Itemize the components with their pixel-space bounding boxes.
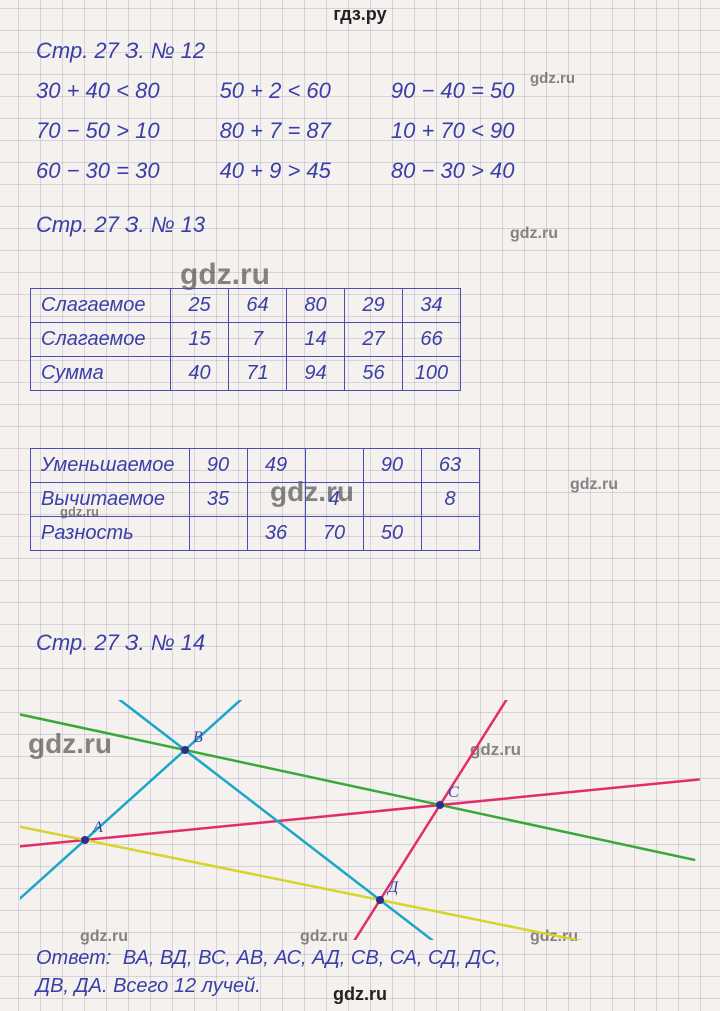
table-cell: 71 bbox=[229, 357, 287, 391]
rays-diagram: А В С Д bbox=[20, 700, 700, 940]
answer-prefix: Ответ: bbox=[36, 947, 111, 969]
addition-table: Слагаемое2564802934 Слагаемое157142766 Сум… bbox=[30, 288, 461, 391]
diagram-point-label: А bbox=[92, 819, 103, 836]
table-cell: 70 bbox=[305, 517, 363, 551]
eq-col-2: 50 + 2 < 60 80 + 7 = 87 40 + 9 > 45 bbox=[220, 78, 331, 184]
diagram-point-label: В bbox=[193, 729, 203, 746]
watermark: gdz.ru bbox=[530, 70, 575, 87]
table-cell: 7 bbox=[229, 323, 287, 357]
table-cell: 4 bbox=[305, 483, 363, 517]
table-cell: 34 bbox=[403, 289, 461, 323]
watermark: gdz.ru bbox=[570, 476, 618, 494]
table-cell: 50 bbox=[363, 517, 421, 551]
table-cell: 40 bbox=[171, 357, 229, 391]
table-cell: 90 bbox=[189, 449, 247, 483]
answer-line1: ВА, ВД, ВС, АВ, АС, АД, СВ, СА, СД, ДС, bbox=[123, 947, 501, 969]
diagram-point bbox=[181, 746, 189, 754]
eq-col-1: 30 + 40 < 80 70 − 50 > 10 60 − 30 = 30 bbox=[36, 78, 160, 184]
table-cell: 27 bbox=[345, 323, 403, 357]
eq: 50 + 2 < 60 bbox=[220, 78, 331, 104]
table-cell: 90 bbox=[363, 449, 421, 483]
table-row-label: Уменьшаемое bbox=[31, 449, 190, 483]
table-cell: 8 bbox=[421, 483, 479, 517]
exercise-heading-12: Стр. 27 З. № 12 bbox=[36, 38, 205, 64]
table-cell: 14 bbox=[287, 323, 345, 357]
table-row-label: Вычитаемое bbox=[31, 483, 190, 517]
diagram-point-label: С bbox=[448, 784, 459, 801]
table-cell: 80 bbox=[287, 289, 345, 323]
exercise-heading-13: Стр. 27 З. № 13 bbox=[36, 212, 205, 238]
table-cell: 63 bbox=[421, 449, 479, 483]
diagram-point bbox=[436, 801, 444, 809]
eq: 30 + 40 < 80 bbox=[36, 78, 160, 104]
eq-col-3: 90 − 40 = 50 10 + 70 < 90 80 − 30 > 40 bbox=[391, 78, 515, 184]
table-cell: 36 bbox=[247, 517, 305, 551]
table-cell: 66 bbox=[403, 323, 461, 357]
eq: 70 − 50 > 10 bbox=[36, 118, 160, 144]
table-cell: 15 bbox=[171, 323, 229, 357]
diagram-point bbox=[81, 836, 89, 844]
table-row-label: Слагаемое bbox=[31, 323, 171, 357]
table-cell bbox=[305, 449, 363, 483]
table-cell: 56 bbox=[345, 357, 403, 391]
subtraction-table: Уменьшаемое90499063Вычитаемое3548Разност… bbox=[30, 448, 480, 551]
table-row-label: Сумма bbox=[31, 357, 171, 391]
table-cell: 94 bbox=[287, 357, 345, 391]
table-cell: 29 bbox=[345, 289, 403, 323]
watermark: gdz.ru bbox=[180, 258, 270, 292]
eq: 60 − 30 = 30 bbox=[36, 158, 160, 184]
page-header: гдз.ру bbox=[0, 4, 720, 25]
watermark: gdz.ru bbox=[510, 225, 558, 243]
table-cell: 100 bbox=[403, 357, 461, 391]
eq: 90 − 40 = 50 bbox=[391, 78, 515, 104]
diagram-point bbox=[376, 896, 384, 904]
diagram-line bbox=[20, 788, 635, 940]
table-cell: 49 bbox=[247, 449, 305, 483]
eq: 80 − 30 > 40 bbox=[391, 158, 515, 184]
exercise-heading-14: Стр. 27 З. № 14 bbox=[36, 630, 205, 656]
table-cell bbox=[189, 517, 247, 551]
table-row-label: Слагаемое bbox=[31, 289, 171, 323]
answer-text: Ответ: ВА, ВД, ВС, АВ, АС, АД, СВ, СА, С… bbox=[36, 944, 696, 1000]
equations-block: 30 + 40 < 80 70 − 50 > 10 60 − 30 = 30 5… bbox=[36, 78, 514, 184]
table-cell bbox=[247, 483, 305, 517]
table-cell bbox=[363, 483, 421, 517]
table-cell: 35 bbox=[189, 483, 247, 517]
diagram-line bbox=[20, 700, 252, 900]
eq: 10 + 70 < 90 bbox=[391, 118, 515, 144]
diagram-point-label: Д bbox=[386, 879, 399, 896]
eq: 40 + 9 > 45 bbox=[220, 158, 331, 184]
table-cell bbox=[421, 517, 479, 551]
diagram-line bbox=[20, 779, 699, 865]
eq: 80 + 7 = 87 bbox=[220, 118, 331, 144]
table-cell: 64 bbox=[229, 289, 287, 323]
answer-line2: ДВ, ДА. Всего 12 лучей. bbox=[36, 975, 261, 997]
table-cell: 25 bbox=[171, 289, 229, 323]
table-row-label: Разность bbox=[31, 517, 190, 551]
